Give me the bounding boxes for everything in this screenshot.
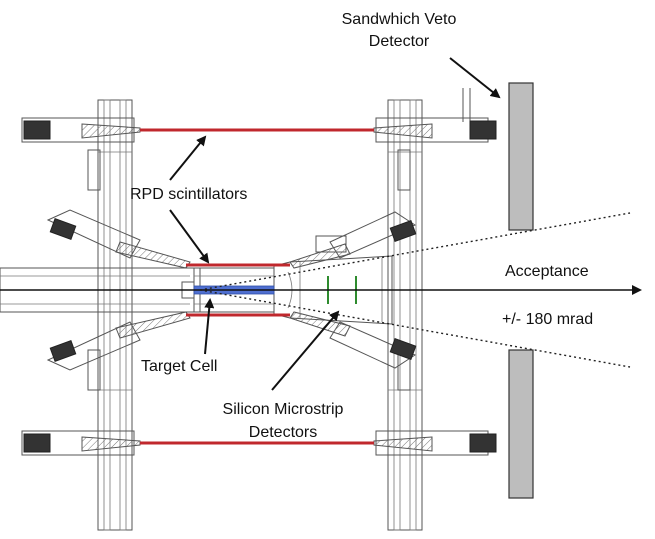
target-pointer-arrow [204,298,215,355]
veto-detector-upper [508,82,534,231]
silicon-pointer-arrow [271,310,340,391]
beam-pipe [0,267,275,313]
rpd-label: RPD scintillators [130,186,247,203]
veto-pointer-arrow [449,57,501,99]
rpd-pointer-arrow-top [169,135,207,181]
right-support-frame [387,88,471,531]
rpd-pointer-arrow-bottom [169,209,210,264]
angle-label: +/- 180 mrad [502,311,593,328]
upper-angled-mounts [46,209,417,269]
bottom-light-guides [21,430,497,456]
top-light-guides [21,117,497,143]
lower-angled-mounts [46,311,417,371]
veto-detector-lower [508,349,534,499]
rpd-scintillators [140,128,374,445]
veto-label-line2: Detector [369,33,430,50]
silicon-label-line1: Silicon Microstrip [223,401,344,418]
silicon-label-line2: Detectors [249,424,317,441]
veto-label-line1: Sandwhich Veto [342,11,457,28]
target-cell-label: Target Cell [141,358,217,375]
acceptance-label: Acceptance [505,263,589,280]
left-support-frame [87,99,133,531]
